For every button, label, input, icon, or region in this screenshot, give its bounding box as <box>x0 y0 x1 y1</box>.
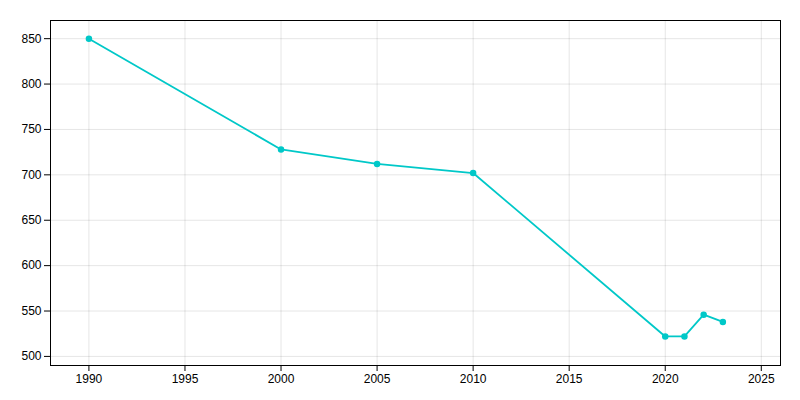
svg-text:2025: 2025 <box>748 372 775 386</box>
svg-text:850: 850 <box>21 31 41 45</box>
svg-text:800: 800 <box>21 77 41 91</box>
svg-text:2020: 2020 <box>652 372 679 386</box>
svg-text:550: 550 <box>21 304 41 318</box>
svg-text:750: 750 <box>21 122 41 136</box>
svg-text:2010: 2010 <box>460 372 487 386</box>
svg-text:1995: 1995 <box>172 372 199 386</box>
svg-text:500: 500 <box>21 349 41 363</box>
svg-text:2005: 2005 <box>364 372 391 386</box>
svg-text:2000: 2000 <box>268 372 295 386</box>
svg-text:1990: 1990 <box>76 372 103 386</box>
svg-text:600: 600 <box>21 258 41 272</box>
svg-text:700: 700 <box>21 168 41 182</box>
svg-text:2015: 2015 <box>556 372 583 386</box>
svg-text:650: 650 <box>21 213 41 227</box>
